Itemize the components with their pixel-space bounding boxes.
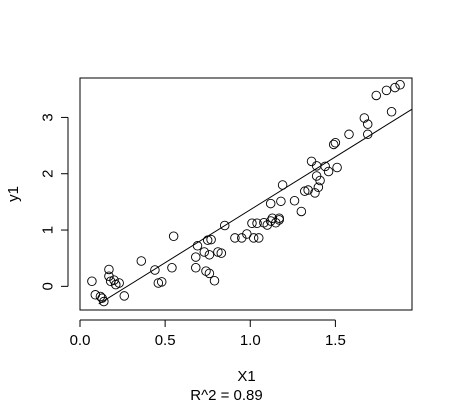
- data-point: [191, 252, 201, 262]
- data-point: [296, 206, 307, 217]
- data-point: [344, 129, 354, 140]
- data-points: [87, 80, 405, 307]
- data-point: [310, 188, 320, 198]
- data-point: [328, 139, 339, 150]
- y-tick-label: 0: [40, 282, 57, 290]
- data-point: [332, 162, 342, 173]
- data-point: [259, 217, 269, 228]
- data-point: [303, 185, 313, 195]
- data-point: [313, 182, 324, 192]
- x-tick-label: 1.0: [240, 332, 261, 349]
- y-tick-label: 3: [40, 113, 57, 121]
- data-point: [265, 198, 276, 209]
- data-point: [156, 277, 167, 287]
- data-point: [119, 291, 130, 301]
- data-point: [204, 250, 215, 260]
- r-squared-caption: R^2 = 0.89: [190, 387, 263, 404]
- x-tick-label: 0.5: [155, 332, 176, 349]
- data-point: [199, 247, 210, 257]
- data-point: [90, 290, 101, 300]
- data-point: [204, 268, 215, 279]
- y-tick-label: 1: [40, 226, 57, 234]
- data-point: [306, 156, 317, 167]
- x-tick-label: 0.0: [70, 332, 91, 349]
- y-axis-title: y1: [5, 186, 22, 202]
- regression-line: [98, 108, 413, 305]
- data-point: [114, 278, 124, 288]
- data-point: [390, 82, 400, 93]
- data-point: [323, 166, 334, 177]
- data-point: [274, 213, 284, 223]
- data-point: [136, 256, 147, 266]
- data-point: [395, 80, 405, 90]
- data-point: [216, 248, 227, 258]
- data-point: [252, 218, 262, 229]
- data-point: [167, 263, 177, 273]
- x-axis: 0.0 0.5 1.0 1.5: [70, 319, 346, 349]
- plot-frame: [79, 77, 413, 311]
- x-tick-label: 1.5: [325, 332, 346, 349]
- data-point: [87, 276, 97, 287]
- data-point: [371, 90, 381, 101]
- data-point: [330, 138, 341, 148]
- data-point: [381, 85, 392, 96]
- data-point: [359, 113, 370, 123]
- data-point: [168, 231, 179, 241]
- data-point: [362, 119, 373, 129]
- x-axis-title: X1: [237, 368, 256, 385]
- data-point: [201, 266, 211, 276]
- y-tick-label: 2: [40, 170, 57, 178]
- data-point: [209, 275, 220, 286]
- data-point: [276, 196, 286, 207]
- data-point: [289, 196, 300, 206]
- data-point: [99, 296, 109, 307]
- data-point: [104, 264, 114, 275]
- data-point: [206, 234, 216, 245]
- data-point: [247, 218, 257, 229]
- data-point: [315, 175, 325, 186]
- data-point: [109, 275, 119, 285]
- data-point: [230, 233, 240, 243]
- data-point: [150, 265, 160, 275]
- y-axis: 0 1 2 3: [40, 113, 69, 291]
- data-point: [386, 107, 397, 117]
- data-point: [248, 233, 259, 243]
- data-point: [254, 233, 264, 243]
- data-point: [95, 291, 106, 302]
- data-point: [191, 263, 201, 273]
- data-point: [219, 220, 230, 231]
